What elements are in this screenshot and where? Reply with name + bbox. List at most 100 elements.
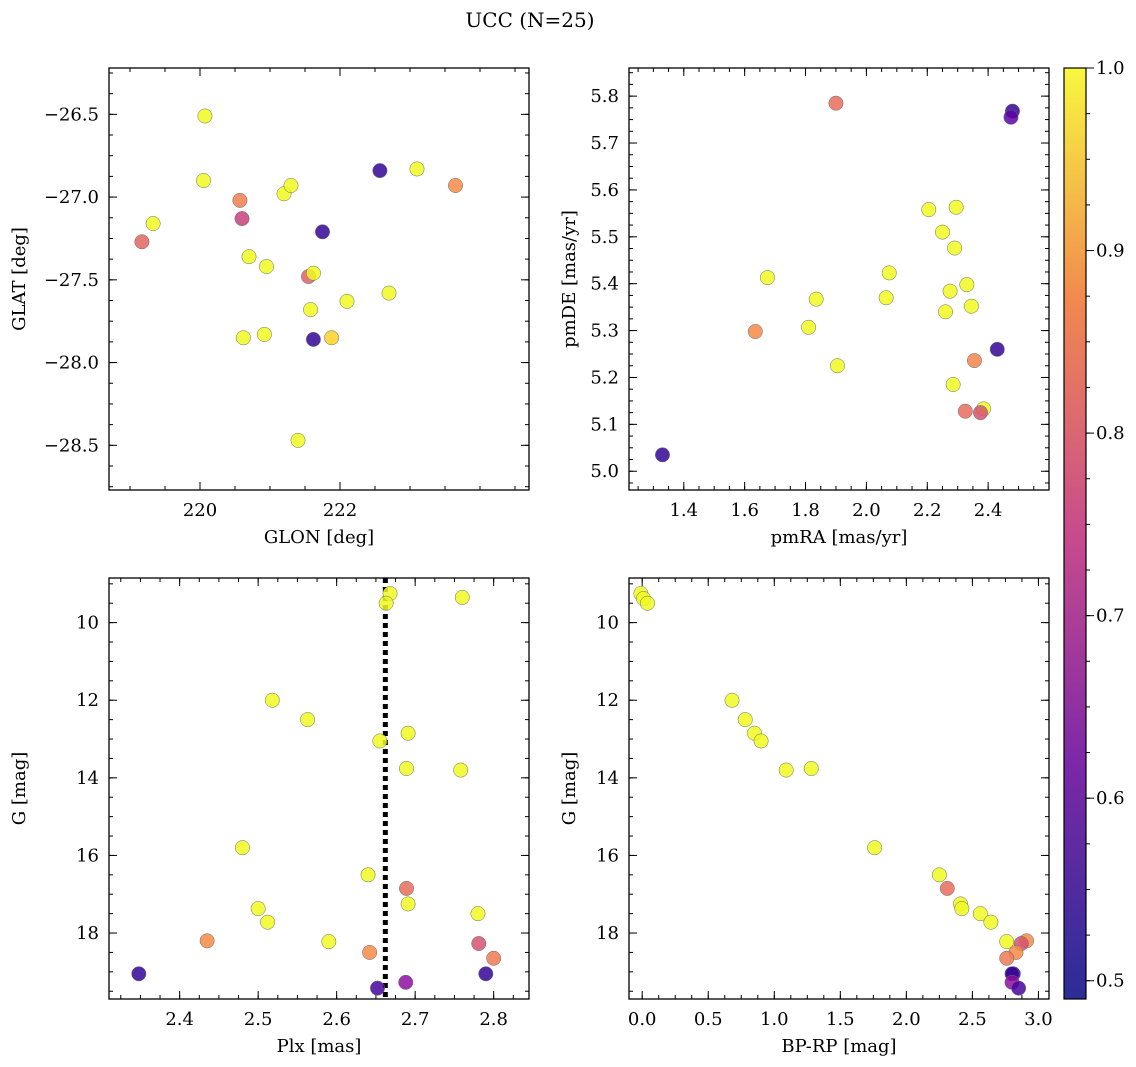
- scatter-point: [324, 330, 340, 346]
- scatter-point: [232, 192, 248, 208]
- scatter-point: [256, 326, 272, 342]
- scatter-point: [737, 712, 753, 728]
- y-tick-label: 5.2: [590, 367, 619, 388]
- scatter-point: [878, 290, 894, 306]
- scatter-point: [370, 980, 385, 996]
- scatter-point: [983, 914, 999, 930]
- scatter-points: [131, 578, 502, 999]
- panel-plx-g: 2.4 2.5 2.6 2.7 2.8 10 12 14 16 18 Plx [mas] G [mag…: [9, 577, 530, 1057]
- scatter-point: [478, 966, 494, 982]
- scatter-point: [1003, 109, 1019, 125]
- tick-marks: [109, 578, 529, 999]
- scatter-point: [454, 589, 470, 605]
- colorbar-tick-label: 0.8: [1096, 423, 1125, 444]
- scatter-point: [931, 867, 947, 883]
- x-tick-label: 2.4: [974, 500, 1003, 521]
- x-tick-label: 2.8: [479, 1009, 508, 1030]
- scatter-point: [972, 906, 988, 922]
- axes-frame: [628, 67, 1050, 491]
- scatter-point: [303, 302, 319, 318]
- y-tick-label: 5.1: [590, 414, 619, 435]
- scatter-point: [290, 432, 306, 448]
- colorbar: 0.5 0.6 0.7 0.8 0.9 1.0: [1063, 58, 1125, 1000]
- scatter-point: [339, 293, 355, 309]
- axes-frame: [108, 577, 530, 1000]
- scatter-point: [448, 178, 463, 193]
- scatter-point: [808, 291, 824, 307]
- scatter-point: [300, 712, 316, 728]
- y-tick-label: −28.5: [44, 435, 99, 456]
- scatter-point: [199, 933, 215, 949]
- scatter-point: [260, 914, 276, 930]
- scatter-point: [399, 880, 414, 896]
- y-axis-label: G [mag]: [559, 752, 580, 825]
- scatter-point: [954, 901, 970, 917]
- y-axis-label: G [mag]: [9, 752, 30, 825]
- scatter-point: [235, 330, 251, 346]
- x-tick-label: 1.5: [826, 1009, 855, 1030]
- scatter-point: [747, 324, 763, 339]
- x-tick-label: 2.5: [244, 1009, 273, 1030]
- scatter-point: [241, 249, 257, 265]
- y-tick-label: 16: [76, 845, 99, 866]
- scatter-point: [134, 234, 150, 250]
- y-tick-label: 14: [596, 768, 619, 789]
- y-tick-label: 16: [596, 845, 619, 866]
- tick-marks: [629, 68, 1050, 490]
- axes-frame: [628, 577, 1050, 1000]
- x-tick-label: 1.6: [730, 500, 759, 521]
- scatter-point: [999, 934, 1015, 950]
- scatter-point: [197, 108, 213, 124]
- scatter-points: [633, 586, 1034, 996]
- y-axis-label: pmDE [mas/yr]: [559, 210, 580, 348]
- scatter-point: [1011, 980, 1027, 996]
- x-tick-label: 1.0: [760, 1009, 789, 1030]
- x-tick-label: 3.0: [1024, 1009, 1053, 1030]
- scatter-point: [131, 966, 147, 982]
- panel-pmra-pmde: 1.4 1.6 1.8 2.0 2.2 2.4 5.0 5.1 5.2 5.3 5.4 5.5 5.6 5…: [559, 67, 1050, 548]
- y-tick-label: 5.7: [590, 133, 619, 154]
- scatter-point: [881, 265, 897, 281]
- scatter-point: [398, 974, 414, 990]
- y-tick-label: 18: [596, 923, 619, 944]
- scatter-point: [921, 202, 937, 218]
- y-tick-label: 18: [76, 923, 99, 944]
- x-tick-label: 1.4: [669, 500, 698, 521]
- x-tick-label: 2.5: [958, 1009, 987, 1030]
- y-tick-label: 12: [596, 690, 619, 711]
- scatter-point: [778, 762, 794, 778]
- x-tick-label: 0.5: [694, 1009, 723, 1030]
- panel-glon-glat: 220 222 −26.5 −27.0 −27.5 −28.0 −28.5 GLON [deg…: [9, 67, 530, 548]
- scatter-point: [471, 936, 487, 951]
- scatter-point: [196, 173, 211, 188]
- scatter-point: [400, 725, 416, 741]
- y-tick-label: 5.3: [590, 321, 619, 342]
- scatter-point: [486, 950, 502, 966]
- scatter-point: [145, 216, 161, 232]
- scatter-point: [372, 163, 388, 179]
- scatter-point: [409, 161, 425, 177]
- scatter-point: [305, 265, 321, 281]
- x-tick-label: 2.0: [892, 1009, 921, 1030]
- scatter-point: [801, 319, 817, 335]
- scatter-point: [867, 840, 883, 856]
- scatter-point: [973, 405, 988, 421]
- scatter-point: [305, 331, 321, 347]
- scatter-point: [959, 277, 975, 293]
- y-axis-label: GLAT [deg]: [9, 227, 30, 331]
- scatter-point: [948, 199, 964, 215]
- colorbar-tick-label: 0.7: [1096, 606, 1125, 627]
- scatter-point: [378, 595, 394, 611]
- x-tick-label: 220: [183, 500, 217, 521]
- scatter-point: [938, 304, 953, 320]
- scatter-point: [803, 761, 819, 776]
- colorbar-tick-label: 0.9: [1096, 241, 1125, 262]
- scatter-point: [989, 341, 1005, 357]
- colorbar-tick-label: 0.6: [1096, 788, 1125, 809]
- y-tick-label: 5.5: [590, 227, 619, 248]
- scatter-point: [453, 762, 469, 778]
- scatter-point: [724, 692, 740, 708]
- x-tick-label: 2.6: [322, 1009, 351, 1030]
- scatter-point: [947, 240, 963, 256]
